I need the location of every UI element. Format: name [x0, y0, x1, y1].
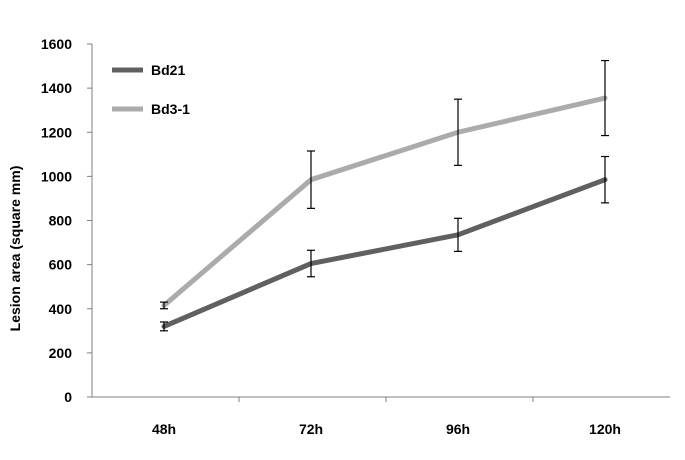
y-tick-label: 1600: [41, 36, 72, 52]
error-bar: [307, 249, 315, 278]
x-tick-label: 72h: [299, 421, 323, 437]
error-bar: [160, 321, 168, 332]
error-bar: [601, 155, 609, 204]
y-tick-label: 600: [49, 257, 73, 273]
y-tick-label: 1400: [41, 80, 72, 96]
y-tick-label: 800: [49, 213, 73, 229]
legend-label: Bd3-1: [151, 101, 190, 117]
x-tick-label: 120h: [589, 421, 621, 437]
series-bd3-1: [160, 59, 609, 310]
series-layer: [160, 59, 609, 332]
series-line: [161, 95, 608, 308]
x-tick-label: 48h: [152, 421, 176, 437]
error-bar: [601, 59, 609, 137]
y-tick-label: 400: [49, 301, 73, 317]
error-bar: [454, 98, 462, 166]
y-axis-ticks: 0 200 400 600 800 1000 1200 1400 1600: [41, 36, 92, 405]
legend-label: Bd21: [151, 62, 185, 78]
y-tick-label: 1000: [41, 168, 72, 184]
error-bar: [307, 150, 315, 209]
y-axis-title: Lesion area (square mm): [7, 166, 23, 332]
y-tick-label: 0: [64, 389, 72, 405]
series-line: [161, 177, 608, 329]
error-bar: [160, 301, 168, 310]
error-bar: [454, 217, 462, 252]
series-bd21: [160, 155, 609, 332]
legend: Bd21 Bd3-1: [112, 62, 190, 117]
x-axis-ticks: 48h 72h 96h 120h: [152, 397, 621, 437]
legend-item: Bd21: [112, 62, 185, 78]
y-tick-label: 200: [49, 345, 73, 361]
y-tick-label: 1200: [41, 124, 72, 140]
legend-item: Bd3-1: [112, 101, 190, 117]
x-tick-label: 96h: [446, 421, 470, 437]
